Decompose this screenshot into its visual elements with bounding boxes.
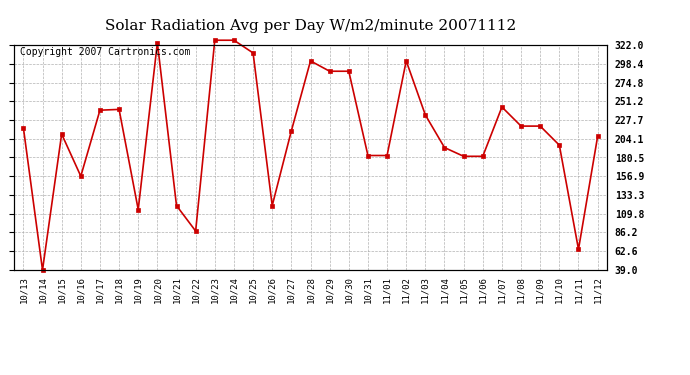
Text: Solar Radiation Avg per Day W/m2/minute 20071112: Solar Radiation Avg per Day W/m2/minute … [105,19,516,33]
Text: Copyright 2007 Cartronics.com: Copyright 2007 Cartronics.com [20,47,190,57]
